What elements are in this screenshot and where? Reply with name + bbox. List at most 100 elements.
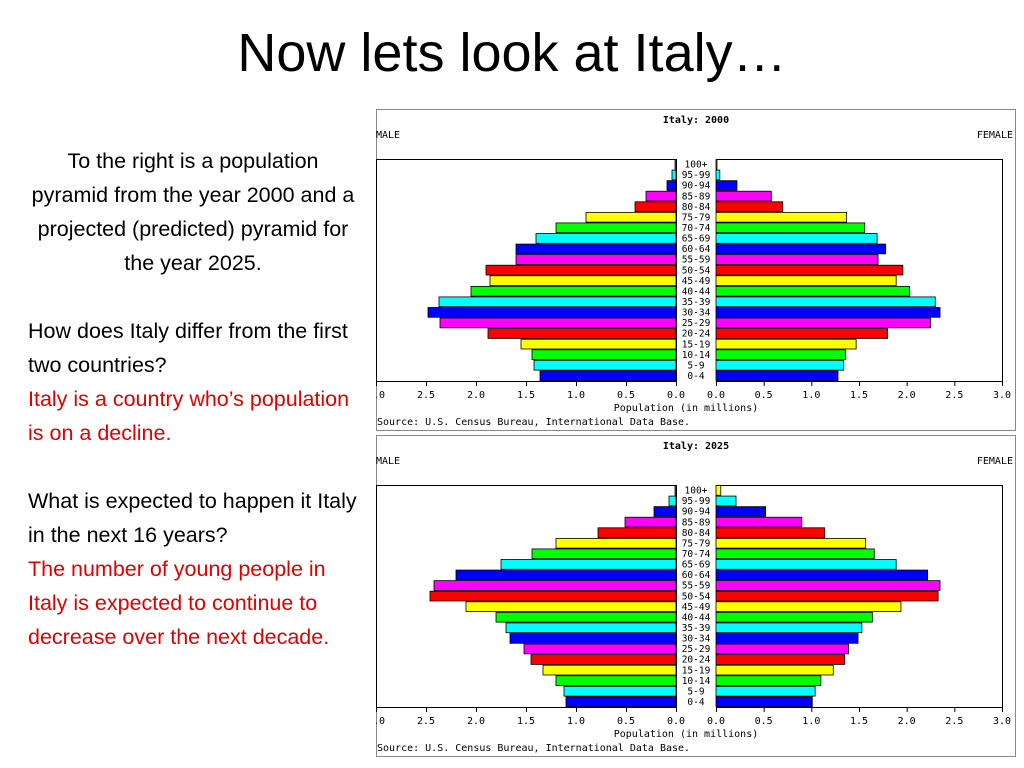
age-group-label: 45-49: [682, 602, 711, 613]
female-bar: [715, 537, 867, 549]
female-bar: [715, 580, 941, 591]
age-group-label: 20-24: [682, 329, 711, 340]
age-group-label: 85-89: [682, 517, 711, 528]
age-group-label: 35-39: [682, 623, 711, 634]
age-group-label: 20-24: [682, 655, 711, 666]
male-label: MALE: [376, 130, 400, 141]
tick-label: 2.0: [898, 390, 916, 401]
tick-label: 2.5: [945, 716, 963, 727]
female-bar: [715, 506, 766, 517]
female-bar: [715, 516, 803, 528]
age-group-label: 55-59: [682, 581, 711, 592]
tick-label: 0.0: [707, 390, 725, 401]
male-bar: [555, 222, 677, 234]
male-bar: [645, 190, 677, 202]
female-bar: [715, 317, 931, 329]
male-bar: [555, 537, 677, 549]
tick-label: 1.0: [802, 390, 820, 401]
male-bar: [531, 349, 677, 360]
age-group-label: 50-54: [682, 591, 711, 602]
tick-label: 1.5: [517, 390, 535, 401]
age-group-label: 10-14: [682, 676, 711, 687]
female-bar: [715, 233, 878, 244]
male-bar: [674, 485, 677, 496]
tick-label: 3.0: [993, 716, 1011, 727]
age-group-label: 75-79: [682, 538, 711, 549]
male-bar: [465, 601, 677, 612]
female-bar: [715, 611, 873, 623]
tick-label: 2.0: [467, 390, 485, 401]
male-bar: [653, 506, 677, 517]
male-bar: [539, 370, 677, 382]
chart-frame: [376, 109, 1016, 431]
female-bar: [715, 359, 845, 371]
female-bar: [715, 180, 738, 191]
age-group-label: 35-39: [682, 297, 711, 308]
male-bar: [531, 548, 677, 560]
chart-title: Italy: 2025: [663, 441, 729, 452]
male-bar: [523, 643, 677, 655]
male-bar: [455, 569, 677, 581]
tick-label: 0.0: [667, 716, 685, 727]
tick-label: 0.5: [617, 390, 635, 401]
age-group-label: 5-9: [687, 686, 704, 697]
male-bar: [487, 328, 677, 339]
text-panel: To the right is a population pyramid fro…: [28, 144, 358, 654]
age-group-label: 40-44: [682, 286, 711, 297]
pyramid-chart-2000: Italy: 2000 MALE FEMALE 100+ 95-99 90-94 85-89…: [376, 109, 1016, 431]
male-bar: [505, 622, 677, 634]
male-bar: [563, 685, 677, 697]
age-group-label: 80-84: [682, 528, 711, 539]
pyramid-svg: Italy: 2025 MALE FEMALE 100+95-9990-9485-89…: [376, 435, 1016, 757]
male-bar: [500, 559, 677, 570]
male-bar: [533, 359, 677, 371]
age-group-label: 55-59: [682, 255, 711, 266]
male-bar: [530, 654, 677, 665]
female-bar: [715, 349, 847, 360]
age-group-label: 30-34: [682, 308, 711, 319]
age-group-label: 60-64: [682, 244, 711, 255]
age-group-label: 75-79: [682, 212, 711, 223]
age-group-label: 95-99: [682, 170, 711, 181]
age-group-label: 30-34: [682, 634, 711, 645]
question-1-text: How does Italy differ from the first two…: [28, 319, 348, 377]
male-bar: [671, 169, 677, 181]
tick-label: 0.5: [755, 390, 773, 401]
age-group-label: 80-84: [682, 202, 711, 213]
female-bar: [715, 485, 722, 496]
male-bar: [509, 633, 677, 644]
female-bar: [715, 590, 939, 602]
tick-label: 0.0: [667, 390, 685, 401]
tick-label: 0.5: [755, 716, 773, 727]
male-bar: [674, 159, 677, 170]
female-bar: [715, 211, 848, 223]
age-group-label: 25-29: [682, 318, 711, 329]
age-group-label: 85-89: [682, 191, 711, 202]
answer-2-text: The number of young people in Italy is e…: [28, 557, 330, 649]
female-bar: [715, 664, 834, 676]
male-bar: [495, 611, 677, 623]
female-bar: [715, 633, 859, 644]
age-group-label: 90-94: [682, 181, 711, 192]
male-bar: [427, 307, 677, 318]
slide-title: Now lets look at Italy…: [237, 23, 787, 83]
age-group-label: 15-19: [682, 339, 711, 350]
age-group-label: 50-54: [682, 265, 711, 276]
male-bar: [535, 233, 677, 244]
female-bar: [715, 569, 929, 581]
female-bar: [715, 159, 718, 170]
age-group-label: 70-74: [682, 223, 711, 234]
male-bar: [489, 275, 677, 286]
tick-label: 2.5: [417, 716, 435, 727]
x-axis-label: Population (in millions): [614, 729, 759, 740]
age-group-label: 25-29: [682, 644, 711, 655]
female-bar: [715, 548, 875, 560]
female-bar: [715, 169, 721, 181]
intro-text: To the right is a population pyramid fro…: [31, 149, 355, 275]
male-bar: [565, 696, 677, 708]
male-bar: [668, 495, 677, 507]
female-bar: [715, 190, 772, 202]
male-bar: [439, 317, 677, 329]
male-bar: [634, 201, 677, 212]
age-group-label: 60-64: [682, 570, 711, 581]
